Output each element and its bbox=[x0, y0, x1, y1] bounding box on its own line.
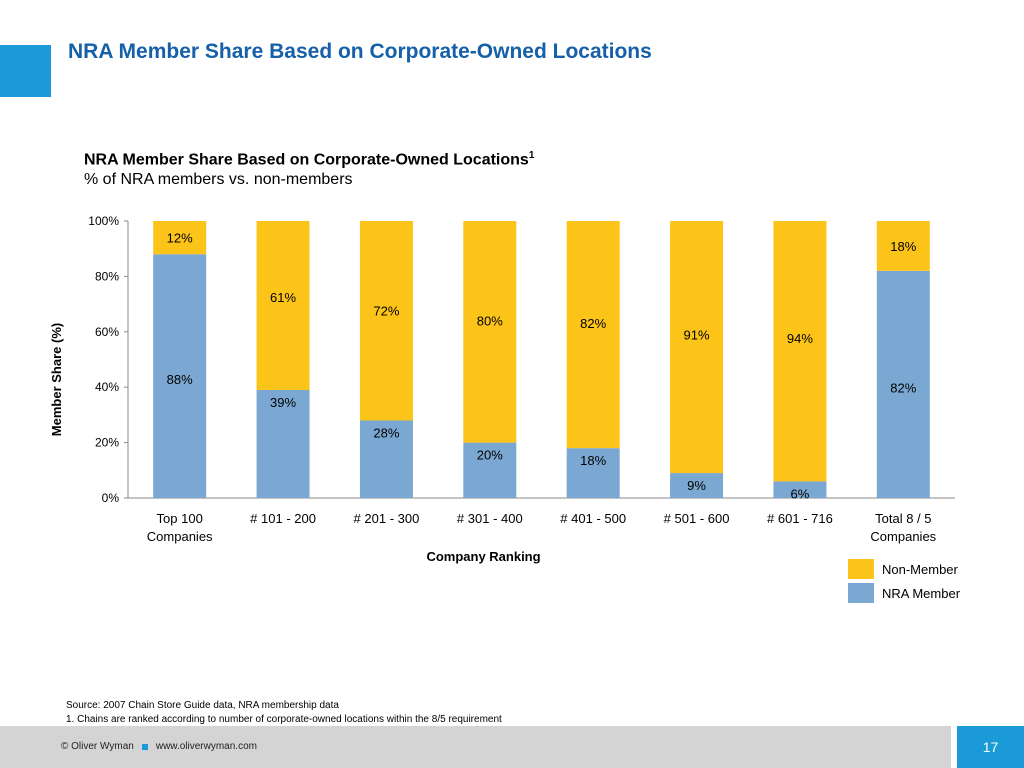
data-label-non-member: 12% bbox=[167, 231, 193, 246]
x-tick-label: Companies bbox=[147, 529, 213, 544]
y-tick-label: 40% bbox=[95, 380, 119, 394]
x-tick-label: # 201 - 300 bbox=[354, 511, 420, 526]
bar-segment-non-member bbox=[153, 221, 207, 255]
data-label-member: 28% bbox=[373, 425, 399, 440]
x-tick-label: # 501 - 600 bbox=[664, 511, 730, 526]
bar-segment-member bbox=[566, 448, 620, 498]
chart-title-footnote: 1 bbox=[528, 150, 535, 161]
data-label-member: 82% bbox=[890, 380, 916, 395]
slide-title: NRA Member Share Based on Corporate-Owne… bbox=[68, 40, 652, 63]
data-label-member: 88% bbox=[167, 372, 193, 387]
x-tick-label: # 101 - 200 bbox=[250, 511, 316, 526]
data-label-non-member: 18% bbox=[890, 239, 916, 254]
x-tick-label: # 301 - 400 bbox=[457, 511, 523, 526]
y-tick-label: 100% bbox=[88, 214, 119, 228]
x-tick-label: # 601 - 716 bbox=[767, 511, 833, 526]
x-tick-label: Top 100 bbox=[157, 511, 203, 526]
footer-separator-icon bbox=[141, 743, 148, 750]
footnote-line: 1. Chains are ranked according to number… bbox=[66, 714, 502, 725]
bar-segment-member bbox=[670, 473, 724, 498]
bar-segment-non-member bbox=[566, 221, 620, 449]
chart-legend: Non-Member NRA Member bbox=[848, 557, 960, 605]
y-tick-label: 20% bbox=[95, 436, 119, 450]
data-label-non-member: 91% bbox=[684, 327, 710, 342]
legend-item-non-member: Non-Member bbox=[848, 557, 960, 581]
data-label-non-member: 61% bbox=[270, 290, 296, 305]
legend-label-member: NRA Member bbox=[882, 585, 961, 601]
legend-swatch-member bbox=[848, 583, 874, 603]
accent-square bbox=[0, 45, 51, 97]
x-tick-label: Total 8 / 5 bbox=[875, 511, 931, 526]
bar-segment-non-member bbox=[876, 221, 930, 271]
chart-title: NRA Member Share Based on Corporate-Owne… bbox=[84, 150, 534, 169]
footer-bar bbox=[0, 726, 951, 768]
bar-segment-non-member bbox=[463, 221, 517, 443]
data-label-member: 6% bbox=[791, 486, 810, 501]
x-tick-label: # 401 - 500 bbox=[560, 511, 626, 526]
chart-subtitle: % of NRA members vs. non-members bbox=[84, 171, 353, 188]
bar-segment-non-member bbox=[256, 221, 310, 390]
bar-segment-member bbox=[773, 481, 827, 498]
data-label-member: 18% bbox=[580, 453, 606, 468]
y-axis-title: Member Share (%) bbox=[49, 323, 64, 436]
data-label-non-member: 94% bbox=[787, 331, 813, 346]
bar-segment-member bbox=[153, 254, 207, 498]
bar-segment-non-member bbox=[359, 221, 413, 421]
legend-item-member: NRA Member bbox=[848, 581, 960, 605]
y-tick-label: 80% bbox=[95, 269, 119, 283]
data-label-non-member: 72% bbox=[373, 304, 399, 319]
x-tick-label: Companies bbox=[870, 529, 936, 544]
source-notes: Source: 2007 Chain Store Guide data, NRA… bbox=[66, 699, 502, 727]
data-label-non-member: 80% bbox=[477, 314, 503, 329]
bar-segment-member bbox=[359, 420, 413, 498]
y-tick-label: 0% bbox=[102, 491, 120, 505]
bar-segment-member bbox=[876, 270, 930, 498]
data-label-member: 39% bbox=[270, 395, 296, 410]
chart-title-text: NRA Member Share Based on Corporate-Owne… bbox=[84, 151, 529, 169]
footer-copyright: © Oliver Wyman bbox=[61, 741, 134, 752]
source-line: Source: 2007 Chain Store Guide data, NRA… bbox=[66, 700, 339, 711]
legend-swatch-non-member bbox=[848, 559, 874, 579]
legend-label-non-member: Non-Member bbox=[882, 561, 958, 577]
stacked-bar-chart: 0% 20% 40% 60% 80% 100% 88% 12% Top 100 Companies… bbox=[49, 214, 955, 564]
x-axis-title: Company Ranking bbox=[426, 549, 540, 564]
footer-url-link[interactable]: www.oliverwyman.com bbox=[155, 741, 257, 752]
page-number: 17 bbox=[957, 726, 1024, 768]
data-label-member: 20% bbox=[477, 448, 503, 463]
bar-segment-non-member bbox=[670, 221, 724, 474]
y-tick-label: 60% bbox=[95, 325, 119, 339]
footer-text: © Oliver Wyman www.oliverwyman.com bbox=[61, 741, 257, 752]
bar-segment-member bbox=[256, 389, 310, 498]
bar-segment-non-member bbox=[773, 221, 827, 482]
data-label-member: 9% bbox=[687, 478, 706, 493]
data-label-non-member: 82% bbox=[580, 316, 606, 331]
bar-segment-member bbox=[463, 442, 517, 498]
